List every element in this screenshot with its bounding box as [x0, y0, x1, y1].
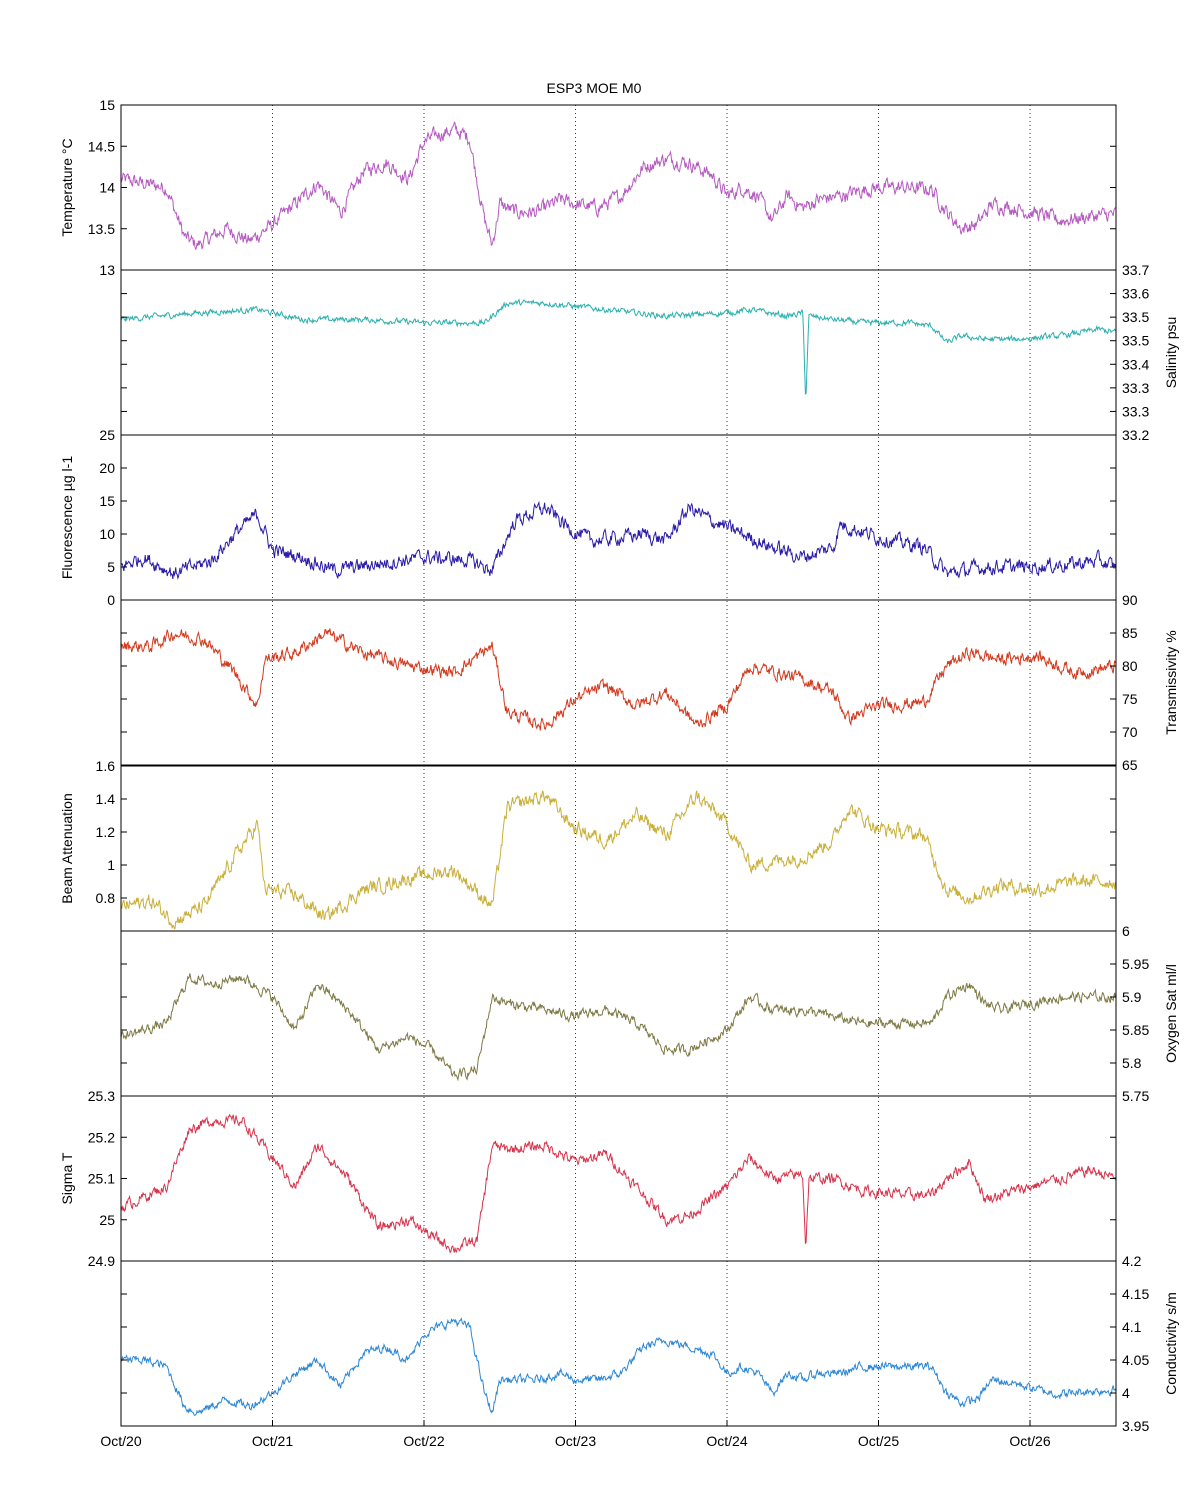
y-tick-label: 5.8 [1122, 1055, 1142, 1071]
y-tick-label: 15 [99, 97, 115, 113]
y-axis-label-2: Fluorescence µg l-1 [59, 456, 75, 579]
y-tick-label: 4 [1122, 1385, 1130, 1401]
y-tick-label: 33.3 [1122, 380, 1149, 396]
y-tick-label: 5 [107, 559, 115, 575]
y-tick-label: 1 [107, 857, 115, 873]
y-tick-label: 25.2 [88, 1129, 115, 1145]
y-tick-label: 80 [1122, 658, 1138, 674]
y-tick-label: 33.5 [1122, 333, 1149, 349]
y-axis-label-6: Sigma T [59, 1152, 75, 1204]
series-line-2 [120, 500, 1117, 580]
y-axis-label-3: Transmissivity % [1163, 630, 1179, 735]
y-tick-label: 25.1 [88, 1171, 115, 1187]
y-axis-label-0: Temperature °C [59, 138, 75, 236]
y-tick-label: 13 [99, 262, 115, 278]
y-tick-label: 33.5 [1122, 309, 1149, 325]
y-tick-label: 70 [1122, 724, 1138, 740]
y-tick-label: 14.5 [88, 138, 115, 154]
y-axis-label-1: Salinity psu [1163, 317, 1179, 389]
series-line-1 [120, 298, 1117, 395]
panel-frame-1 [120, 269, 1117, 436]
y-tick-label: 33.6 [1122, 286, 1149, 302]
series-line-3 [120, 628, 1117, 731]
series-line-5 [120, 973, 1117, 1082]
y-tick-label: 33.7 [1122, 262, 1149, 278]
y-tick-label: 65 [1122, 757, 1138, 773]
y-tick-label: 4.05 [1122, 1352, 1149, 1368]
y-tick-label: 33.3 [1122, 403, 1149, 419]
y-tick-label: 0.8 [96, 890, 116, 906]
y-tick-label: 25.3 [88, 1088, 115, 1104]
y-tick-label: 1.2 [96, 824, 116, 840]
series-line-4 [120, 790, 1117, 930]
series-line-0 [120, 121, 1117, 251]
y-tick-label: 5.85 [1122, 1022, 1149, 1038]
panel-frame-5 [120, 930, 1117, 1097]
y-tick-label: 25 [99, 1212, 115, 1228]
x-tick-label: Oct/21 [252, 1433, 293, 1449]
y-tick-label: 24.9 [88, 1253, 115, 1269]
x-tick-label: Oct/22 [403, 1433, 444, 1449]
y-tick-label: 75 [1122, 691, 1138, 707]
panel-frame-4 [120, 765, 1117, 932]
y-tick-label: 33.2 [1122, 427, 1149, 443]
y-tick-label: 13.5 [88, 221, 115, 237]
panel-frame-6 [120, 1095, 1117, 1262]
y-tick-label: 90 [1122, 592, 1138, 608]
y-tick-label: 6 [1122, 923, 1130, 939]
panel-frame-0 [120, 104, 1117, 271]
y-tick-label: 85 [1122, 625, 1138, 641]
y-axis-label-7: Conductivity s/m [1163, 1292, 1179, 1395]
y-tick-label: 5.75 [1122, 1088, 1149, 1104]
y-tick-label: 0 [107, 592, 115, 608]
y-tick-label: 5.9 [1122, 989, 1142, 1005]
x-tick-label: Oct/24 [706, 1433, 747, 1449]
x-tick-label: Oct/26 [1009, 1433, 1050, 1449]
y-tick-label: 25 [99, 427, 115, 443]
chart-title: ESP3 MOE M0 [547, 80, 642, 96]
x-tick-label: Oct/25 [858, 1433, 899, 1449]
y-axis-label-5: Oxygen Sat ml/l [1163, 964, 1179, 1063]
x-tick-label: Oct/20 [100, 1433, 141, 1449]
y-axis-label-4: Beam Attenuation [59, 793, 75, 904]
y-tick-label: 15 [99, 493, 115, 509]
series-line-7 [120, 1317, 1117, 1416]
y-tick-label: 33.4 [1122, 356, 1149, 372]
y-tick-label: 3.95 [1122, 1418, 1149, 1434]
series-line-6 [120, 1113, 1117, 1254]
panel-frame-3 [120, 599, 1117, 766]
y-tick-label: 10 [99, 526, 115, 542]
y-tick-label: 14 [99, 180, 115, 196]
y-tick-label: 4.1 [1122, 1319, 1142, 1335]
x-tick-label: Oct/23 [555, 1433, 596, 1449]
panel-frame-2 [120, 434, 1117, 601]
y-tick-label: 20 [99, 460, 115, 476]
y-tick-label: 4.2 [1122, 1253, 1142, 1269]
panel-frame-7 [120, 1260, 1117, 1427]
y-tick-label: 1.6 [96, 758, 116, 774]
y-tick-label: 1.4 [96, 791, 116, 807]
y-tick-label: 5.95 [1122, 956, 1149, 972]
y-tick-label: 4.15 [1122, 1286, 1149, 1302]
